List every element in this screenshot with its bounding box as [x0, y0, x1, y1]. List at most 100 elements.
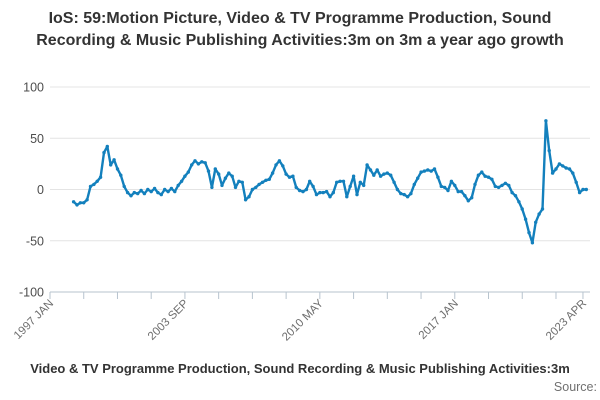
- data-point-marker: [176, 183, 180, 188]
- data-point-marker: [281, 164, 285, 168]
- data-point-marker: [146, 187, 150, 192]
- data-point-marker: [382, 172, 386, 176]
- data-point-marker: [284, 172, 288, 176]
- data-point-marker: [331, 190, 335, 195]
- data-point-marker: [547, 148, 551, 153]
- data-point-marker: [335, 180, 339, 184]
- data-point-marker: [260, 180, 265, 184]
- y-tick-label: 100: [23, 81, 44, 95]
- data-point-marker: [581, 187, 585, 192]
- data-point-marker: [449, 179, 454, 183]
- data-point-marker: [517, 200, 521, 204]
- data-point-marker: [274, 163, 278, 167]
- data-point-marker: [463, 194, 467, 198]
- y-tick-label: 0: [37, 183, 44, 197]
- series-legend-label: Video & TV Programme Production, Sound R…: [30, 361, 570, 376]
- data-point-marker: [446, 188, 450, 193]
- x-tick-label: 2003 SEP: [146, 297, 191, 342]
- data-point-marker: [392, 180, 396, 184]
- data-point-marker: [270, 171, 275, 175]
- data-point-marker: [109, 163, 113, 167]
- data-point-marker: [277, 159, 282, 163]
- data-point-marker: [119, 173, 123, 177]
- data-point-marker: [473, 182, 477, 187]
- data-point-marker: [112, 158, 116, 162]
- y-tick-label: -50: [26, 234, 44, 248]
- data-point-marker: [71, 200, 76, 204]
- data-point-marker: [314, 192, 319, 197]
- data-point-marker: [520, 207, 524, 211]
- data-point-marker: [166, 189, 170, 194]
- data-point-marker: [203, 161, 207, 165]
- data-point-marker: [304, 187, 309, 192]
- chart-title: IoS: 59:Motion Picture, Video & TV Progr…: [36, 10, 564, 49]
- data-point-marker: [190, 163, 194, 167]
- data-point-marker: [510, 190, 514, 195]
- data-point-marker: [453, 183, 457, 188]
- data-point-marker: [355, 192, 359, 197]
- data-point-marker: [169, 186, 174, 191]
- x-tick-label: 2023 APR: [544, 298, 589, 343]
- data-point-marker: [507, 183, 511, 188]
- data-point-marker: [365, 163, 369, 167]
- data-point-marker: [75, 203, 79, 207]
- data-point-marker: [102, 150, 106, 155]
- data-point-marker: [483, 174, 487, 178]
- data-point-marker: [537, 212, 541, 216]
- data-point-marker: [402, 192, 406, 197]
- data-point-marker: [564, 166, 568, 170]
- data-point-marker: [264, 178, 268, 182]
- data-point-marker: [470, 196, 474, 200]
- data-point-marker: [294, 185, 298, 190]
- x-tick-label: 1997 JAN: [12, 298, 56, 342]
- data-point-marker: [459, 189, 464, 194]
- data-point-marker: [348, 184, 352, 189]
- data-point-marker: [496, 185, 501, 190]
- data-point-marker: [311, 184, 315, 189]
- data-point-marker: [544, 119, 548, 123]
- data-point-marker: [183, 174, 187, 178]
- data-point-marker: [436, 175, 440, 179]
- data-point-marker: [230, 174, 234, 178]
- data-point-marker: [456, 189, 460, 194]
- data-point-marker: [173, 189, 177, 194]
- data-point-marker: [301, 189, 305, 194]
- data-point-marker: [523, 217, 528, 221]
- data-point-marker: [338, 179, 342, 183]
- data-point-marker: [422, 169, 427, 173]
- data-point-marker: [82, 201, 86, 205]
- data-point-marker: [98, 175, 103, 179]
- data-point-marker: [186, 170, 190, 174]
- data-point-marker: [368, 168, 373, 172]
- x-tick-label: 2017 JAN: [417, 298, 461, 342]
- data-point-marker: [267, 177, 271, 181]
- data-point-marker: [345, 195, 349, 199]
- data-point-marker: [105, 144, 110, 149]
- data-point-marker: [389, 173, 393, 177]
- data-point-marker: [152, 186, 157, 191]
- data-point-marker: [426, 168, 430, 172]
- data-point-marker: [577, 190, 582, 195]
- data-point-marker: [308, 179, 312, 183]
- data-point-marker: [92, 182, 96, 187]
- data-point-marker: [412, 182, 416, 187]
- data-point-marker: [351, 174, 356, 178]
- data-point-marker: [233, 185, 238, 190]
- data-point-marker: [490, 177, 494, 181]
- data-point-marker: [250, 187, 255, 192]
- data-point-marker: [287, 175, 292, 179]
- data-point-marker: [125, 190, 130, 195]
- data-point-marker: [385, 171, 389, 175]
- data-point-marker: [530, 241, 535, 245]
- series-line: [72, 119, 588, 244]
- data-point-marker: [429, 169, 433, 173]
- data-point-marker: [210, 185, 214, 190]
- data-point-marker: [503, 181, 508, 185]
- data-point-marker: [378, 174, 383, 178]
- data-point-marker: [324, 189, 329, 194]
- data-point-marker: [88, 184, 93, 189]
- data-point-marker: [493, 184, 497, 189]
- data-point-marker: [500, 183, 504, 188]
- data-point-marker: [254, 185, 258, 190]
- data-point-marker: [237, 179, 241, 183]
